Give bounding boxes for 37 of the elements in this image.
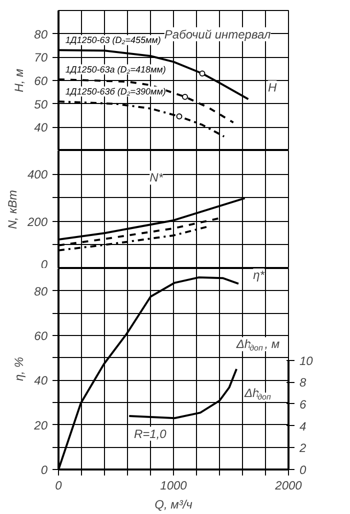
annotation: Рабочий интервал xyxy=(164,27,272,42)
y-tick-label: 40 xyxy=(34,374,48,388)
y-tick-label: 20 xyxy=(33,418,48,432)
x-axis-title: Q, м³/ч xyxy=(154,498,192,512)
y-tick-label: 70 xyxy=(34,50,48,65)
x-tick-label: 1000 xyxy=(160,478,188,492)
y-tick-label: 200 xyxy=(26,214,48,229)
line-series xyxy=(128,368,238,420)
series-label: 1Д1250-63а (D₂=418мм) xyxy=(65,64,166,74)
annotation: η* xyxy=(253,268,265,282)
y-tick-label: 40 xyxy=(34,120,48,135)
x-tick-label: 2000 xyxy=(274,478,302,492)
y-tick-label: 0 xyxy=(40,463,48,477)
y-tick-label: 50 xyxy=(34,97,48,112)
point xyxy=(176,113,182,120)
series-label: 1Д1250-63 (D₂=455мм) xyxy=(65,35,161,46)
series-label: 1Д1250-63б (D₂=390мм) xyxy=(65,86,166,96)
y-axis-title: H, м xyxy=(12,68,26,92)
y2-tick-label: 2 xyxy=(298,441,306,456)
y2-tick-label: 0 xyxy=(300,463,306,477)
y-tick-label: 80 xyxy=(34,284,48,298)
y2-tick-label: 10 xyxy=(300,354,314,368)
annotation: R=1,0 xyxy=(134,426,167,441)
y-axis-title: η, % xyxy=(12,356,26,381)
y-tick-label: 80 xyxy=(34,27,48,42)
y2-tick-label: 8 xyxy=(300,376,306,390)
annotation: N* xyxy=(150,170,164,185)
y-tick-label: 60 xyxy=(34,329,48,343)
y-axis-title: N, кВт xyxy=(5,190,20,229)
x-tick-label: 0 xyxy=(55,478,62,492)
point xyxy=(182,94,188,100)
y2-tick-label: 4 xyxy=(300,419,306,434)
y2-tick-label: 6 xyxy=(300,397,306,412)
annotation: H xyxy=(268,80,277,94)
y-tick-label: 400 xyxy=(27,168,48,182)
y-tick-label: 60 xyxy=(34,74,48,88)
point xyxy=(199,70,206,76)
